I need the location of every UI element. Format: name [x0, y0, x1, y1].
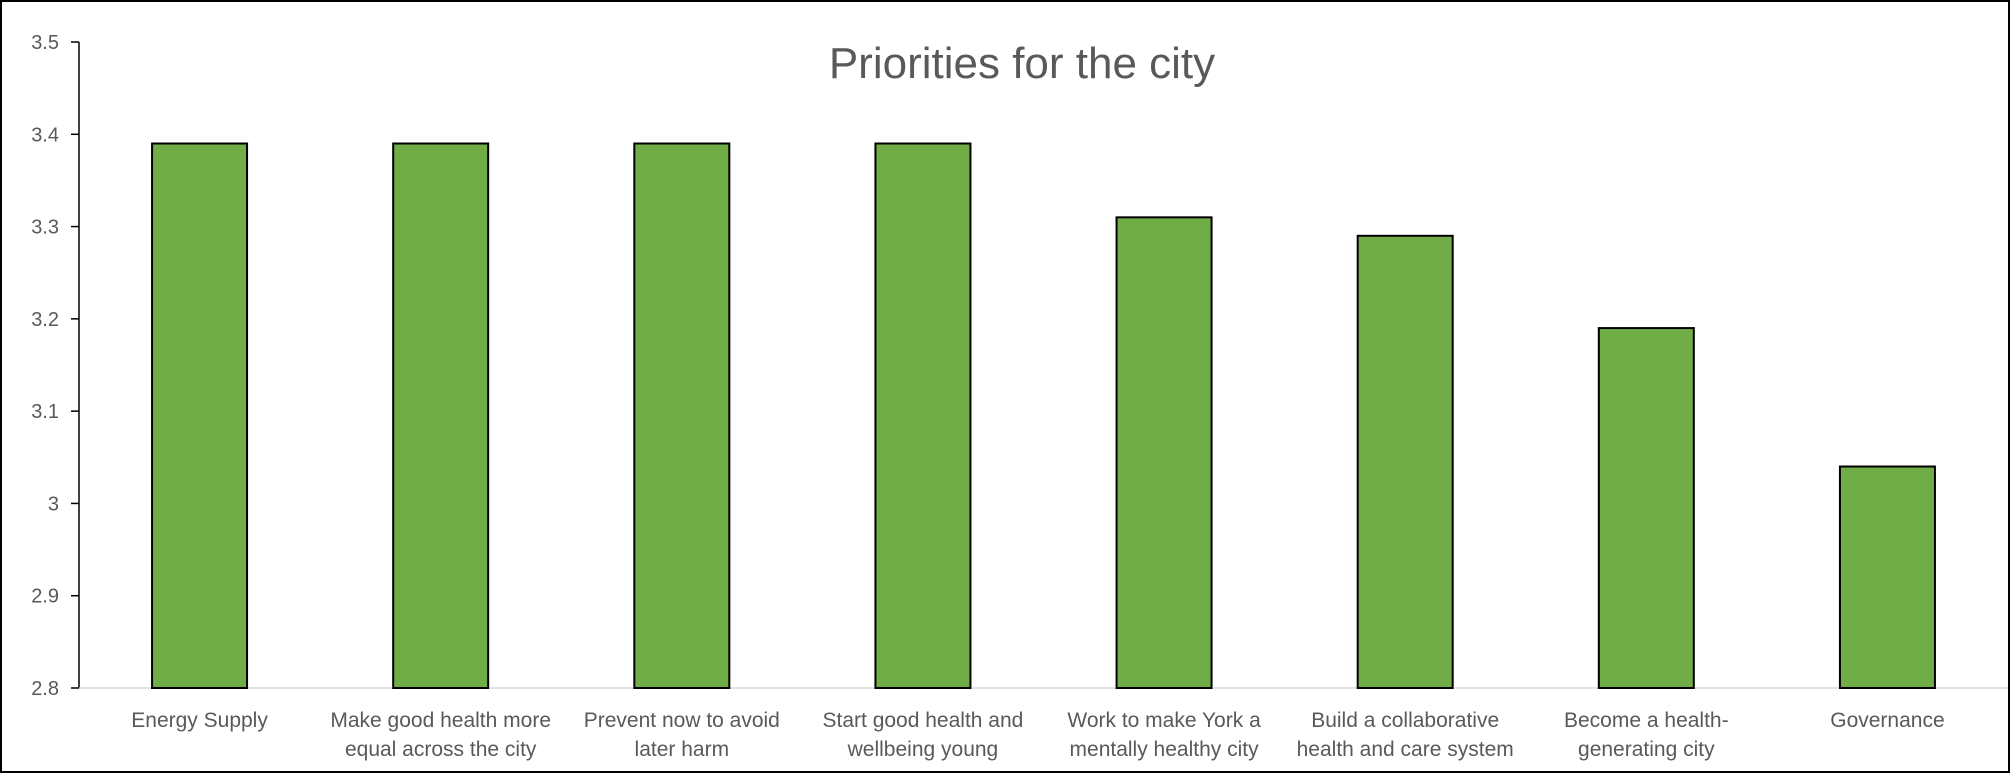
bars — [151, 142, 1936, 690]
bar — [151, 142, 249, 689]
x-category-label: Become a health-generating city — [1564, 709, 1729, 761]
bar — [1597, 327, 1695, 689]
bar — [1838, 465, 1936, 689]
bar — [1356, 234, 1454, 690]
x-category-label-line: Prevent now to avoid — [584, 709, 780, 732]
x-category-label-line: Start good health and — [823, 709, 1024, 732]
x-category-label-line: health and care system — [1297, 738, 1514, 761]
x-category-label-line: wellbeing young — [847, 738, 999, 761]
bar — [392, 142, 490, 689]
x-category-label: Build a collaborative health and care sys… — [1297, 709, 1514, 761]
x-category-label-line: Make good health more — [330, 709, 551, 732]
y-tick-label: 3.1 — [31, 401, 59, 423]
x-category-label-line: mentally healthy city — [1070, 738, 1260, 761]
category-labels: Energy Supply Make good health more equal … — [131, 709, 1944, 761]
y-tick-label: 2.9 — [31, 586, 59, 608]
bar — [1115, 216, 1213, 689]
y-tick-label: 3 — [48, 493, 59, 515]
x-category-label-line: Build a collaborative — [1311, 709, 1499, 732]
x-category-label: Work to make York a mentally healthy city — [1067, 709, 1261, 761]
y-axis: 2.8 2.9 3 3.1 3.2 3.3 3.4 3.5 — [31, 32, 80, 700]
x-category-label: Prevent now to avoid later harm — [584, 709, 780, 761]
y-tick-label: 3.2 — [31, 309, 59, 331]
bar — [633, 142, 731, 689]
x-category-label: Energy Supply — [131, 709, 268, 732]
chart-title: Priorities for the city — [829, 39, 1215, 88]
x-category-label-line: equal across the city — [345, 738, 537, 761]
x-category-label-line: later harm — [635, 738, 730, 761]
x-category-label-line: Energy Supply — [131, 709, 268, 732]
bar — [874, 142, 972, 689]
x-category-label: Governance — [1830, 709, 1944, 732]
y-tick-label: 3.5 — [31, 32, 59, 54]
y-tick-label: 2.8 — [31, 678, 59, 700]
y-tick-label: 3.3 — [31, 217, 59, 239]
x-category-label: Make good health more equal across the ci… — [330, 709, 551, 761]
x-category-label-line: generating city — [1578, 738, 1715, 761]
y-tick-label: 3.4 — [31, 124, 59, 146]
x-category-label-line: Become a health- — [1564, 709, 1729, 732]
x-category-label-line: Governance — [1830, 709, 1944, 732]
x-category-label-line: Work to make York a — [1067, 709, 1261, 732]
x-category-label: Start good health and wellbeing young — [823, 709, 1024, 761]
